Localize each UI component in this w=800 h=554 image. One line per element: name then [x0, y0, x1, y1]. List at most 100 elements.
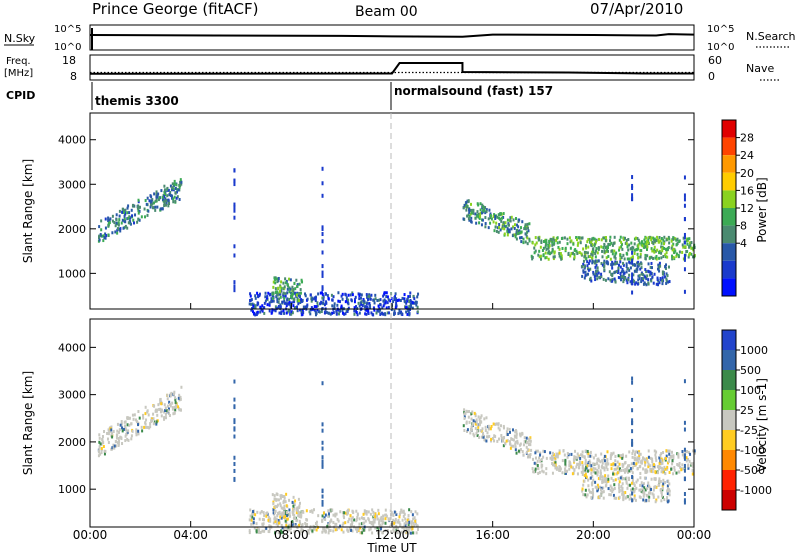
- scatter-point: [338, 300, 341, 304]
- scatter-point: [254, 305, 257, 309]
- scatter-point: [671, 254, 674, 258]
- scatter-point: [618, 238, 621, 242]
- scatter-point: [167, 199, 170, 203]
- scatter-point: [653, 237, 656, 241]
- scatter-point: [293, 524, 296, 528]
- scatter-point: [316, 526, 319, 530]
- scatter-point: [323, 526, 326, 530]
- scatter-point: [148, 199, 151, 203]
- scatter-point: [268, 303, 271, 307]
- scatter-point: [611, 274, 614, 278]
- scatter-point: [476, 214, 479, 218]
- scatter-point: [692, 470, 695, 474]
- scatter-point: [322, 298, 325, 302]
- scatter-point: [500, 219, 503, 223]
- scatter-point: [584, 270, 587, 274]
- scatter-point: [313, 308, 316, 312]
- scatter-point: [356, 530, 359, 534]
- scatter-point: [515, 432, 518, 436]
- scatter-point: [642, 498, 645, 502]
- scatter-point: [117, 430, 120, 434]
- scatter-point: [149, 425, 152, 429]
- scatter-point: [574, 457, 577, 461]
- time-axis: 00:00 04:00 08:00 12:00 16:00 20:00 00:00: [73, 303, 711, 542]
- scatter-point: [611, 266, 614, 270]
- scatter-point: [629, 467, 632, 471]
- scatter-point: [512, 233, 515, 237]
- scatter-point: [526, 222, 529, 226]
- scatter-point: [639, 483, 642, 487]
- ytick-label: 2000: [58, 436, 86, 449]
- scatter-point: [353, 306, 356, 310]
- scatter-point: [295, 511, 298, 515]
- scatter-point: [522, 453, 525, 457]
- scatter-point: [615, 269, 618, 273]
- scatter-point: [584, 468, 587, 472]
- scatter-point: [654, 456, 657, 460]
- scatter-point: [600, 245, 603, 249]
- scatter-point: [516, 229, 519, 233]
- scatter-point: [613, 496, 616, 500]
- scatter-point: [122, 226, 125, 230]
- scatter-point: [652, 488, 655, 492]
- scatter-point: [279, 502, 282, 506]
- scatter-point: [293, 281, 296, 285]
- scatter-point: [678, 461, 681, 465]
- streak-point: [683, 447, 686, 452]
- scatter-point: [644, 463, 647, 467]
- scatter-point: [615, 260, 618, 264]
- scatter-point: [620, 240, 623, 244]
- scatter-point: [630, 241, 633, 245]
- scatter-point: [123, 217, 126, 221]
- scatter-point: [571, 466, 574, 470]
- scatter-point: [521, 450, 524, 454]
- scatter-point: [279, 515, 282, 519]
- scatter-point: [384, 529, 387, 533]
- scatter-point: [487, 217, 490, 221]
- scatter-point: [569, 246, 572, 250]
- scatter-point: [498, 437, 501, 441]
- scatter-point: [137, 217, 140, 221]
- scatter-point: [151, 198, 154, 202]
- scatter-point: [649, 467, 652, 471]
- scatter-point: [316, 301, 319, 305]
- scatter-point: [655, 485, 658, 489]
- scatter-point: [529, 439, 532, 443]
- scatter-point: [143, 207, 146, 211]
- scatter-point: [659, 276, 662, 280]
- scatter-point: [661, 246, 664, 250]
- scatter-point: [383, 302, 386, 306]
- streak-point: [631, 183, 634, 188]
- scatter-point: [296, 299, 299, 303]
- scatter-point: [498, 223, 501, 227]
- scatter-point: [369, 297, 372, 301]
- scatter-point: [481, 218, 484, 222]
- scatter-point: [280, 531, 283, 535]
- colorbar-tick-label: 500: [740, 364, 761, 377]
- scatter-point: [667, 499, 670, 503]
- scatter-point: [285, 279, 288, 283]
- scatter-point: [538, 255, 541, 259]
- scatter-point: [279, 295, 282, 299]
- scatter-point: [625, 495, 628, 499]
- scatter-point: [576, 238, 579, 242]
- scatter-point: [309, 527, 312, 531]
- scatter-point: [597, 259, 600, 263]
- scatter-point: [341, 292, 344, 296]
- scatter-point: [596, 266, 599, 270]
- scatter-point: [539, 459, 542, 463]
- scatter-point: [522, 241, 525, 245]
- scatter-point: [600, 272, 603, 276]
- scatter-point: [393, 312, 396, 316]
- scatter-point: [582, 247, 585, 251]
- scatter-point: [575, 465, 578, 469]
- scatter-point: [526, 448, 529, 452]
- scatter-point: [279, 305, 282, 309]
- scatter-point: [399, 511, 402, 515]
- scatter-point: [512, 218, 515, 222]
- streak-point: [683, 257, 686, 262]
- scatter-point: [520, 236, 523, 240]
- colorbar-tick-label: 20: [740, 167, 754, 180]
- scatter-point: [544, 245, 547, 249]
- scatter-point: [661, 272, 664, 276]
